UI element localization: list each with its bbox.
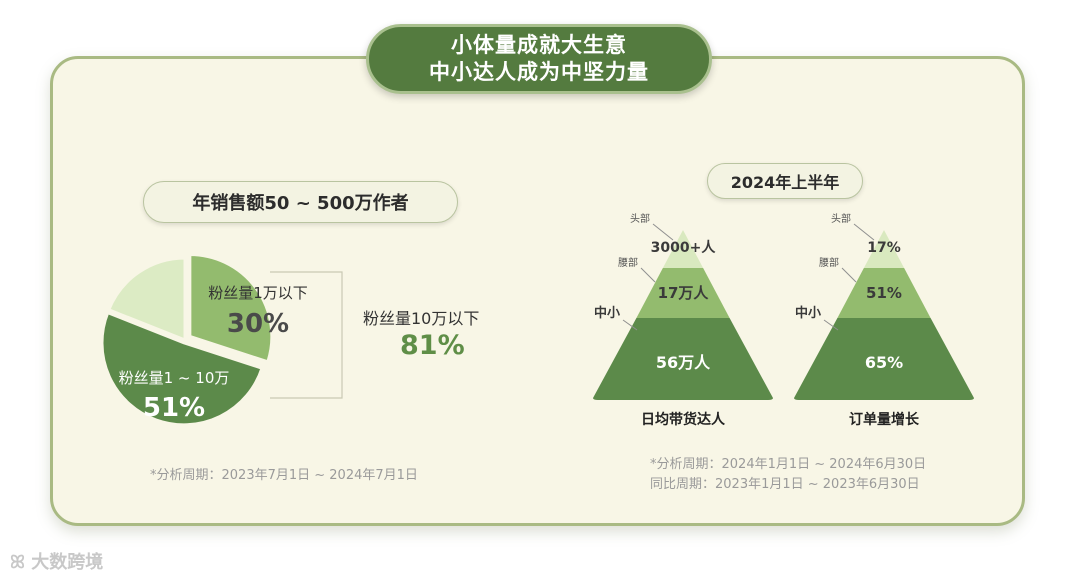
pyramid-side-label-top: 头部 bbox=[630, 212, 650, 225]
pie-value-1: 51% bbox=[143, 393, 205, 423]
title-line-1: 小体量成就大生意 bbox=[451, 33, 627, 57]
bracket-value: 81% bbox=[400, 330, 465, 361]
pyramid-value-middle: 17万人 bbox=[658, 284, 710, 302]
pyramid-tier-bottom bbox=[794, 318, 974, 400]
pyramid-tier-middle bbox=[837, 268, 931, 318]
bracket-lines bbox=[270, 271, 343, 399]
leader-line-middle bbox=[640, 267, 656, 283]
pyramid-value-bottom: 65% bbox=[865, 353, 903, 372]
pyramid-side-label-middle: 腰部 bbox=[618, 256, 638, 269]
pyramid-tier-top bbox=[662, 230, 704, 268]
pie-slice-0 bbox=[188, 252, 274, 364]
logo-icon: ꕤ bbox=[10, 552, 25, 573]
pyramid-value-middle: 51% bbox=[866, 284, 902, 302]
pyramid-side-label-bottom: 中小 bbox=[795, 305, 821, 321]
pie-label-1: 粉丝量1 ~ 10万 bbox=[119, 369, 230, 387]
bracket-label: 粉丝量10万以下 bbox=[363, 309, 480, 328]
pyramid-side-label-top: 头部 bbox=[831, 212, 851, 225]
right-note-1: *分析周期：2024年1月1日 ~ 2024年6月30日 bbox=[650, 457, 927, 472]
leader-line-top bbox=[853, 223, 875, 241]
pyramid-tier-bottom bbox=[593, 318, 773, 400]
right-note-2: 同比周期：2023年1月1日 ~ 2023年6月30日 bbox=[650, 477, 920, 492]
pyramid-side-label-middle: 腰部 bbox=[819, 256, 839, 269]
pie-label-0: 粉丝量1万以下 bbox=[208, 284, 308, 302]
title-banner: 小体量成就大生意 中小达人成为中坚力量 bbox=[366, 24, 712, 94]
pie-value-0: 30% bbox=[227, 309, 289, 339]
pyramid-caption: 日均带货达人 bbox=[641, 411, 726, 428]
title-line-2: 中小达人成为中坚力量 bbox=[429, 60, 649, 84]
pie-slice-2 bbox=[106, 256, 187, 343]
left-note: *分析周期：2023年7月1日 ~ 2024年7月1日 bbox=[150, 468, 418, 483]
pyramid-side-label-bottom: 中小 bbox=[594, 305, 620, 321]
leader-line-middle bbox=[841, 267, 857, 283]
leader-line-bottom bbox=[622, 319, 638, 331]
pyramid-value-bottom: 56万人 bbox=[656, 353, 711, 372]
pyramid-value-top: 3000+人 bbox=[651, 239, 717, 256]
leader-line-bottom bbox=[823, 319, 839, 331]
logo-text: 大数跨境 bbox=[31, 552, 104, 573]
pyramid-value-top: 17% bbox=[867, 240, 901, 256]
pyramid-caption: 订单量增长 bbox=[849, 411, 920, 428]
pyramid-tier-top bbox=[863, 230, 905, 268]
leader-line-top bbox=[652, 223, 674, 241]
brand-logo: ꕤ 大数跨境 bbox=[10, 548, 103, 574]
pie-slice-1 bbox=[100, 310, 264, 427]
pie-chart: 粉丝量1万以下 30% 粉丝量1 ~ 10万 51% bbox=[100, 252, 308, 427]
right-section-pill: 2024年上半年 bbox=[707, 163, 863, 199]
pyramid-tier-middle bbox=[636, 268, 730, 318]
left-section-pill: 年销售额50 ~ 500万作者 bbox=[143, 181, 458, 223]
